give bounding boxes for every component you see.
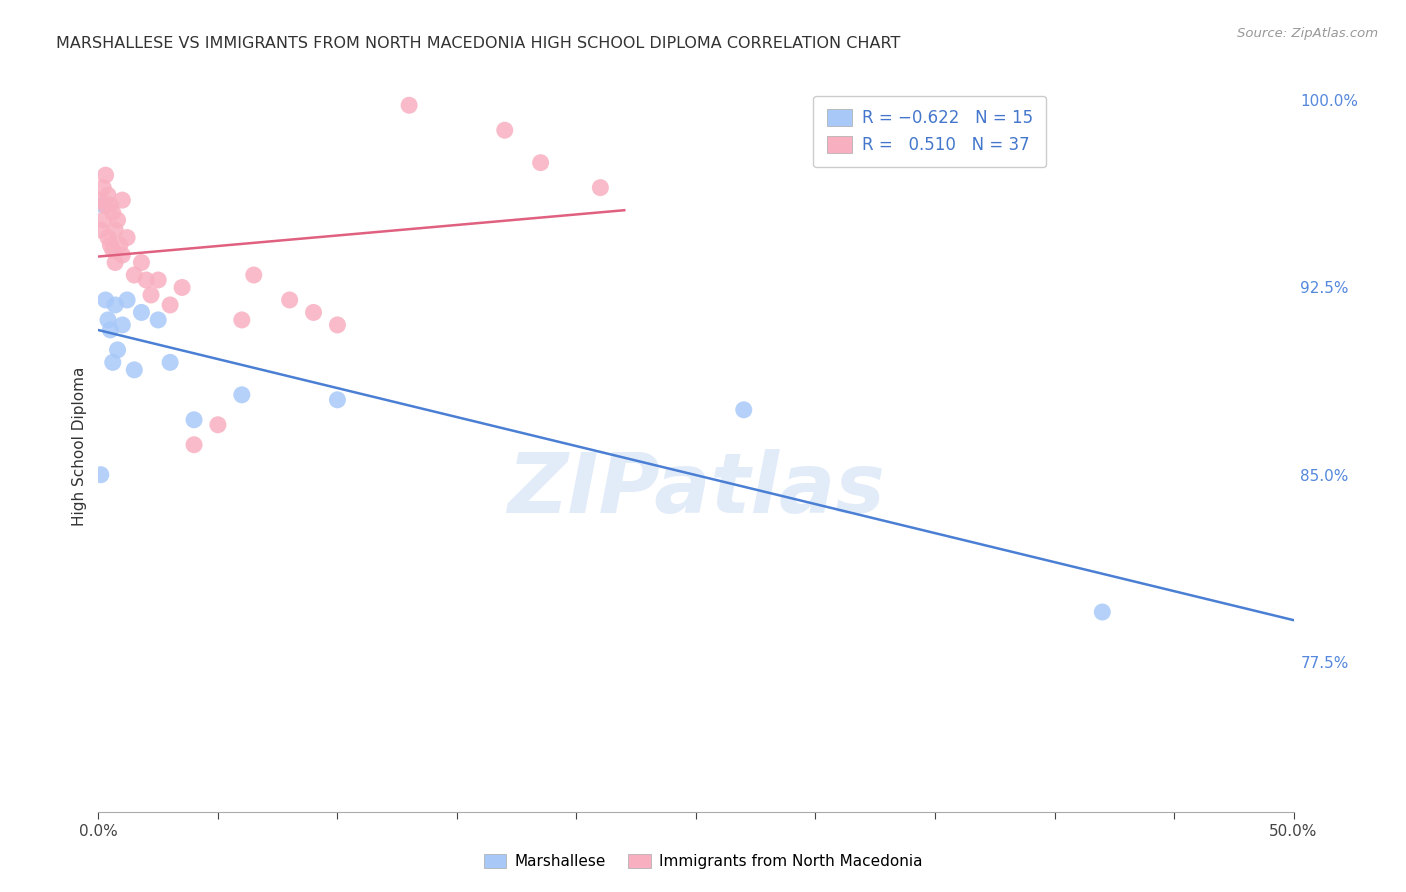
Point — [111, 318, 134, 332]
Point — [90, 467, 112, 482]
Point — [278, 293, 301, 307]
Point — [97, 188, 120, 202]
Point — [733, 402, 755, 417]
Point — [90, 223, 112, 237]
Point — [131, 255, 153, 269]
Point — [94, 198, 117, 212]
Point — [97, 230, 120, 244]
Point — [91, 198, 114, 212]
Point — [183, 413, 205, 427]
Point — [107, 343, 129, 357]
Point — [94, 168, 117, 182]
Point — [494, 123, 516, 137]
Point — [98, 323, 122, 337]
Point — [148, 273, 170, 287]
Legend: R = −0.622   N = 15, R =   0.510   N = 37: R = −0.622 N = 15, R = 0.510 N = 37 — [814, 96, 1046, 168]
Point — [398, 98, 420, 112]
Point — [94, 293, 117, 307]
Point — [159, 355, 181, 369]
Legend: Marshallese, Immigrants from North Macedonia: Marshallese, Immigrants from North Maced… — [478, 848, 928, 875]
Point — [326, 392, 349, 407]
Point — [135, 273, 157, 287]
Point — [101, 205, 124, 219]
Text: Source: ZipAtlas.com: Source: ZipAtlas.com — [1237, 27, 1378, 40]
Point — [231, 313, 253, 327]
Point — [1091, 605, 1114, 619]
Point — [104, 298, 127, 312]
Point — [183, 438, 205, 452]
Point — [159, 298, 181, 312]
Point — [530, 155, 553, 169]
Point — [90, 193, 112, 207]
Point — [98, 238, 122, 252]
Point — [326, 318, 349, 332]
Point — [101, 243, 124, 257]
Point — [124, 363, 146, 377]
Point — [131, 305, 153, 319]
Point — [139, 288, 162, 302]
Point — [115, 293, 138, 307]
Point — [124, 268, 146, 282]
Point — [98, 198, 122, 212]
Point — [207, 417, 229, 432]
Point — [172, 280, 194, 294]
Point — [589, 180, 612, 194]
Point — [97, 313, 120, 327]
Point — [101, 355, 124, 369]
Point — [104, 255, 127, 269]
Y-axis label: High School Diploma: High School Diploma — [72, 367, 87, 525]
Point — [231, 388, 253, 402]
Point — [302, 305, 325, 319]
Point — [111, 248, 134, 262]
Text: ZIPatlas: ZIPatlas — [508, 450, 884, 531]
Point — [108, 238, 131, 252]
Point — [115, 230, 138, 244]
Point — [91, 213, 114, 227]
Point — [243, 268, 266, 282]
Point — [104, 223, 127, 237]
Point — [107, 213, 129, 227]
Point — [148, 313, 170, 327]
Point — [111, 193, 134, 207]
Text: MARSHALLESE VS IMMIGRANTS FROM NORTH MACEDONIA HIGH SCHOOL DIPLOMA CORRELATION C: MARSHALLESE VS IMMIGRANTS FROM NORTH MAC… — [56, 36, 901, 51]
Point — [91, 180, 114, 194]
